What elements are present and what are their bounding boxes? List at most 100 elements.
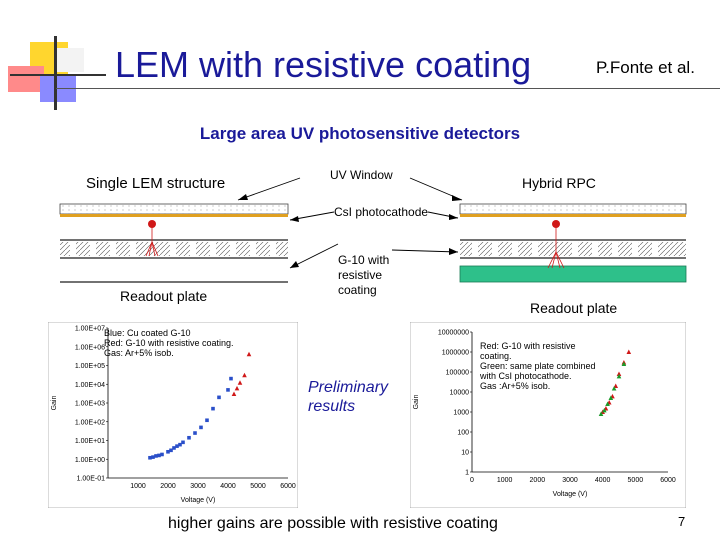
uv-window-callout: UV Window — [330, 168, 393, 182]
legend-line: Green: same plate combined with CsI phot… — [480, 361, 596, 381]
footer-caption: higher gains are possible with resistive… — [168, 515, 498, 532]
data-point — [199, 425, 203, 430]
right-uv-window — [459, 203, 687, 215]
y-tick-label: 1.00E+03 — [75, 401, 105, 408]
data-point — [169, 448, 173, 453]
detector-schematic — [59, 177, 687, 283]
y-tick-label: 1.00E-01 — [77, 476, 106, 483]
y-tick-label: 1.00E+04 — [75, 382, 105, 389]
left-gain-chart: 1.00E-01 1.00E+00 1.00E+01 1.00E+02 1.00E+03… — [48, 322, 298, 508]
y-tick-label: 1000000 — [442, 350, 469, 357]
data-point — [611, 385, 617, 391]
x-tick-label: 6000 — [280, 483, 296, 490]
g10-callout: G-10 with resistive coating — [338, 253, 390, 297]
chart-frame — [410, 322, 686, 508]
y-tick-label: 1.00E+05 — [75, 363, 105, 370]
data-point — [157, 453, 161, 458]
csi-callout: CsI photocathode — [334, 205, 429, 219]
data-point — [187, 435, 191, 440]
page-title: LEM with resistive coating — [115, 44, 532, 85]
y-tick-label: 1.00E+07 — [75, 326, 105, 333]
x-tick-label: 4000 — [220, 483, 236, 490]
data-point — [229, 376, 233, 381]
right-coating — [460, 214, 686, 217]
data-point — [211, 406, 215, 411]
x-tick-label: 1000 — [130, 483, 146, 490]
right-schematic-label: Hybrid RPC — [522, 175, 596, 191]
right-readout-plate — [459, 265, 687, 283]
x-tick-label: 6000 — [660, 477, 676, 484]
y-tick-label: 10000000 — [438, 330, 469, 337]
legend-line: Red: G-10 with resistive coating. — [480, 341, 576, 361]
y-tick-label: 1000 — [453, 410, 469, 417]
corner-decoration — [0, 0, 110, 110]
y-axis-label: Gain — [413, 395, 420, 410]
y-tick-label: 10 — [461, 450, 469, 457]
data-point — [608, 395, 614, 401]
x-tick-label: 1000 — [497, 477, 513, 484]
x-tick-label: 5000 — [628, 477, 644, 484]
x-tick-label: 3000 — [190, 483, 206, 490]
left-legend-note: Blue: Cu coated G-10 Red: G-10 with resi… — [104, 328, 234, 358]
data-point — [160, 452, 164, 457]
title-rule — [56, 88, 720, 89]
data-point — [616, 373, 622, 379]
legend-line: Gas :Ar+5% isob. — [480, 381, 551, 391]
data-point — [151, 455, 155, 459]
data-point — [231, 391, 237, 397]
left-readout-label: Readout plate — [120, 288, 208, 304]
data-point — [237, 380, 243, 385]
x-tick-label: 4000 — [595, 477, 611, 484]
right-gain-chart: 1 10 100 1000 10000 100000 1000000 10000000 0 100… — [410, 322, 686, 508]
data-point — [621, 361, 627, 367]
y-tick-label: 10000 — [450, 390, 470, 397]
y-tick-label: 1.00E+06 — [75, 344, 105, 351]
data-point — [234, 385, 240, 391]
data-point — [193, 431, 197, 435]
data-point — [166, 449, 170, 454]
x-axis-label: Voltage (V) — [553, 491, 588, 498]
data-point — [626, 349, 632, 354]
page-number: 7 — [678, 514, 686, 529]
legend-line: Red: G-10 with resistive coating. — [104, 338, 234, 348]
y-tick-label: 100 — [457, 430, 469, 437]
data-point — [605, 401, 610, 407]
right-legend-note: Red: G-10 with resistive coating. Green:… — [480, 341, 596, 391]
x-tick-label: 2000 — [160, 483, 176, 490]
data-point — [598, 411, 604, 416]
data-point — [217, 395, 221, 400]
data-point — [172, 446, 176, 450]
data-point — [181, 440, 185, 445]
x-tick-label: 2000 — [530, 477, 546, 484]
left-uv-window — [59, 203, 289, 215]
data-point — [205, 418, 209, 423]
data-point — [616, 371, 622, 376]
x-tick-label: 5000 — [250, 483, 266, 490]
left-lem-plate — [60, 242, 288, 256]
y-tick-label: 1 — [465, 470, 469, 477]
legend-line: Gas: Ar+5% isob. — [104, 348, 174, 358]
left-coating — [60, 214, 288, 217]
y-tick-label: 1.00E+00 — [75, 457, 105, 464]
y-tick-label: 100000 — [446, 370, 469, 377]
data-point — [242, 372, 247, 378]
data-point — [175, 444, 179, 448]
author-label: P.Fonte et al. — [596, 58, 695, 77]
data-point — [246, 351, 252, 357]
data-point — [148, 455, 152, 460]
chart-frame — [48, 322, 298, 508]
data-point — [602, 407, 607, 413]
right-readout-label: Readout plate — [530, 300, 618, 316]
y-tick-label: 1.00E+01 — [75, 438, 105, 445]
right-rpc-plate — [460, 242, 686, 256]
data-point — [154, 454, 158, 458]
data-point — [613, 383, 619, 388]
legend-line: Blue: Cu coated G-10 — [104, 328, 191, 338]
y-tick-label: 1.00E+02 — [75, 419, 105, 426]
data-point — [178, 442, 182, 447]
data-point — [226, 388, 230, 392]
x-axis-label: Voltage (V) — [181, 497, 216, 504]
x-tick-label: 0 — [470, 477, 474, 484]
y-axis-label: Gain — [51, 396, 58, 411]
left-schematic-label: Single LEM structure — [86, 175, 226, 192]
